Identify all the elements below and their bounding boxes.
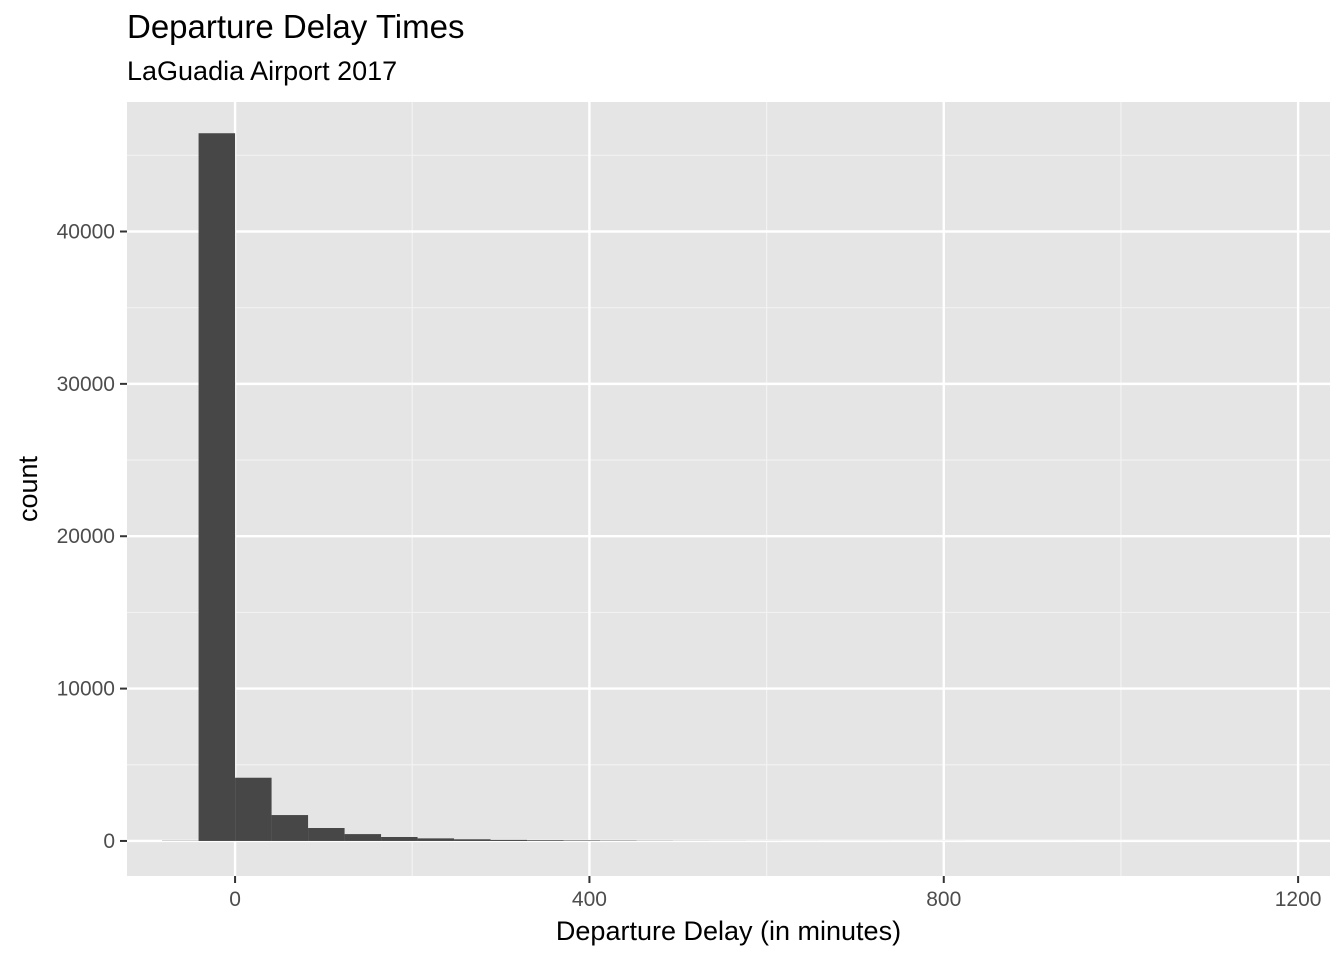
histogram-bar — [563, 840, 601, 841]
y-tick-label: 0 — [103, 830, 115, 853]
histogram-bar — [381, 836, 418, 841]
y-tick-label: 30000 — [57, 373, 115, 396]
y-tick-label: 10000 — [57, 678, 115, 701]
x-axis-title: Departure Delay (in minutes) — [556, 916, 901, 946]
histogram-bar — [527, 840, 564, 841]
histogram-bar — [454, 839, 491, 841]
x-tick-label: 1200 — [1275, 888, 1322, 911]
histogram-bar — [308, 828, 345, 841]
y-tick-label: 20000 — [57, 525, 115, 548]
histogram-bar — [344, 834, 382, 841]
x-tick-label: 400 — [572, 888, 607, 911]
chart-subtitle: LaGuadia Airport 2017 — [127, 56, 398, 86]
x-tick-label: 0 — [229, 888, 241, 911]
y-tick-label: 40000 — [57, 221, 115, 244]
histogram-bar — [490, 839, 528, 841]
histogram-bar — [198, 133, 236, 841]
histogram-bar — [271, 815, 309, 841]
histogram-bar — [235, 777, 272, 841]
histogram-bar — [417, 838, 455, 841]
y-axis-title: count — [13, 455, 43, 522]
plot-panel — [127, 102, 1330, 876]
x-tick-label: 800 — [926, 888, 961, 911]
chart-title: Departure Delay Times — [127, 8, 465, 45]
